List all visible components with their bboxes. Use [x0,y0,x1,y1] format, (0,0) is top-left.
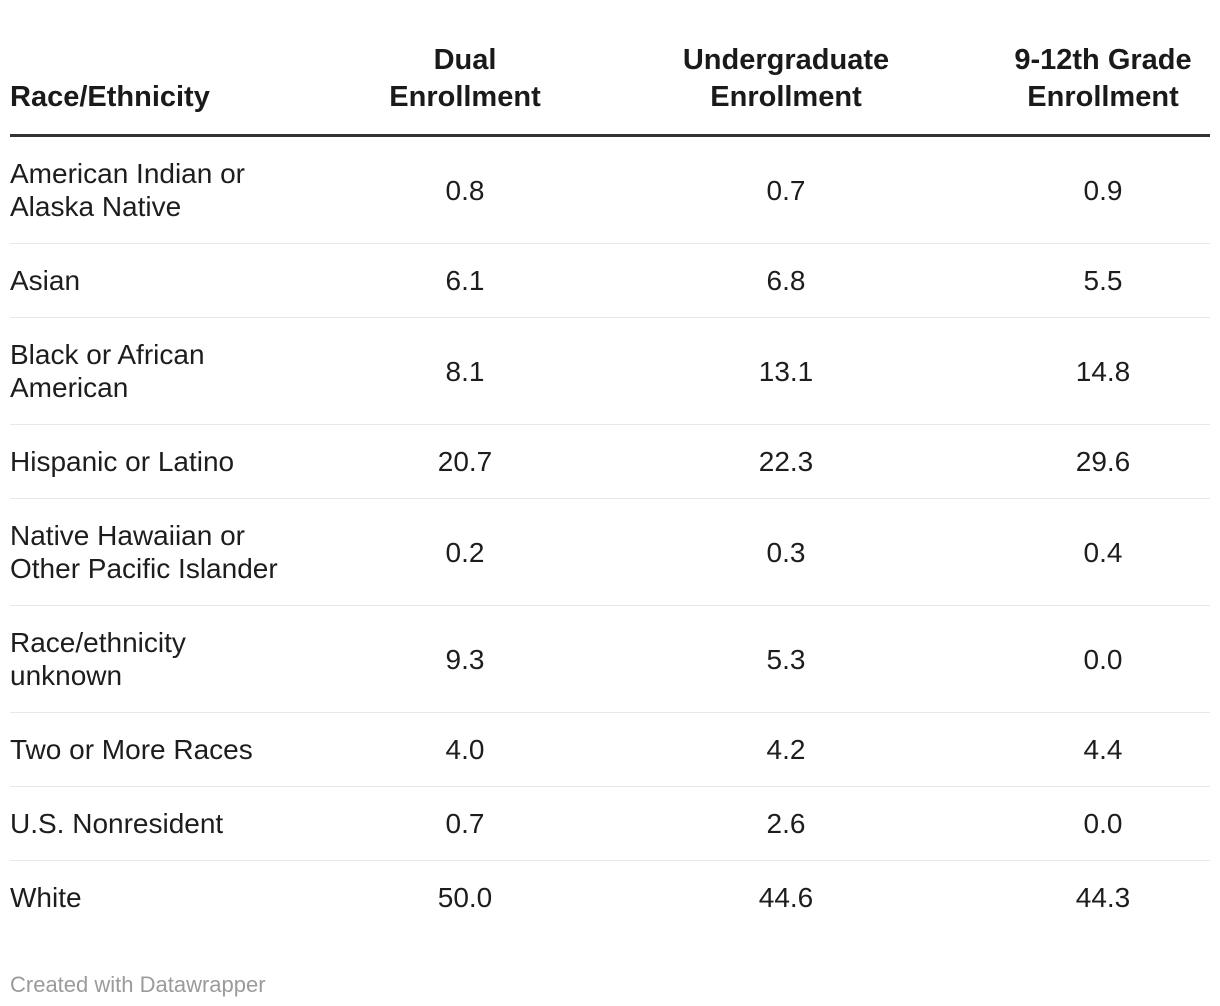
row-label-race-ethnicity: Hispanic or Latino [10,424,354,499]
row-label-race-ethnicity: Race/ethnicity unknown [10,605,354,713]
cell-undergraduate-enrollment-value: 5.3 [576,605,996,713]
cell-undergraduate-enrollment-value: 44.6 [758,882,814,913]
datawrapper-credit: Created with Datawrapper [10,972,266,997]
row-label-race-ethnicity: American Indian or Alaska Native [10,135,354,244]
table-row: American Indian or Alaska Native 0.8 0.7… [10,135,1210,244]
table-row: Race/ethnicity unknown 9.3 5.3 0.0 [10,605,1210,713]
cell-dual-enrollment-value: 6.1 [354,243,576,318]
row-label-race-ethnicity: White [10,882,82,913]
cell-dual-enrollment-value: 4.0 [354,712,576,787]
row-label-race-ethnicity: Black or African American [10,317,354,425]
cell-undergraduate-enrollment-value: 6.8 [576,243,996,318]
cell-9-12th-grade-enrollment-value: 0.0 [996,786,1210,861]
cell-9-12th-grade-enrollment-value: 4.4 [996,712,1210,787]
cell-undergraduate-enrollment-value: 0.7 [576,135,996,244]
table-row: Native Hawaiian or Other Pacific Islande… [10,498,1210,606]
row-label-race-ethnicity: Two or More Races [10,712,354,787]
cell-9-12th-grade-enrollment-value: 44.3 [1075,882,1131,913]
cell-9-12th-grade-enrollment-value: 14.8 [996,317,1210,425]
row-label-race-ethnicity: Asian [10,243,354,318]
cell-dual-enrollment-value: 0.7 [354,786,576,861]
table-row: Asian 6.1 6.8 5.5 [10,243,1210,318]
cell-undergraduate-enrollment-value: 0.3 [576,498,996,606]
cell-9-12th-grade-enrollment-value: 0.4 [996,498,1210,606]
cell-undergraduate-enrollment-value: 2.6 [576,786,996,861]
table-body: American Indian or Alaska Native 0.8 0.7… [10,135,1210,935]
cell-dual-enrollment-value: 0.8 [354,135,576,244]
cell-9-12th-grade-enrollment-value: 0.9 [996,135,1210,244]
cell-dual-enrollment-value: 8.1 [354,317,576,425]
cell-dual-enrollment-value: 20.7 [354,424,576,499]
table-row: Two or More Races 4.0 4.2 4.4 [10,712,1210,787]
column-header-9-12th-grade-enrollment: 9-12th Grade Enrollment [996,0,1210,137]
cell-dual-enrollment-value: 0.2 [354,498,576,606]
column-header-undergraduate-enrollment: Undergraduate Enrollment [576,0,996,137]
column-header-dual-enrollment: Dual Enrollment [354,0,576,137]
cell-undergraduate-enrollment-value: 22.3 [576,424,996,499]
row-label-race-ethnicity: Native Hawaiian or Other Pacific Islande… [10,498,354,606]
row-label-race-ethnicity: U.S. Nonresident [10,786,354,861]
table-row: Hispanic or Latino 20.7 22.3 29.6 [10,424,1210,499]
cell-9-12th-grade-enrollment-value: 5.5 [996,243,1210,318]
cell-dual-enrollment-value: 50.0 [437,882,493,913]
table-row: White 50.0 44.6 44.3 [10,861,1210,935]
cell-undergraduate-enrollment-value: 4.2 [576,712,996,787]
table-row: U.S. Nonresident 0.7 2.6 0.0 [10,786,1210,861]
column-header-race-ethnicity: Race/Ethnicity [10,0,354,137]
cell-undergraduate-enrollment-value: 13.1 [576,317,996,425]
table-row: Black or African American 8.1 13.1 14.8 [10,317,1210,425]
cell-dual-enrollment-value: 9.3 [354,605,576,713]
cell-9-12th-grade-enrollment-value: 0.0 [996,605,1210,713]
header-row: Race/Ethnicity Dual Enrollment Undergrad… [10,0,1210,137]
enrollment-table: Race/Ethnicity Dual Enrollment Undergrad… [10,0,1210,934]
cell-9-12th-grade-enrollment-value: 29.6 [996,424,1210,499]
